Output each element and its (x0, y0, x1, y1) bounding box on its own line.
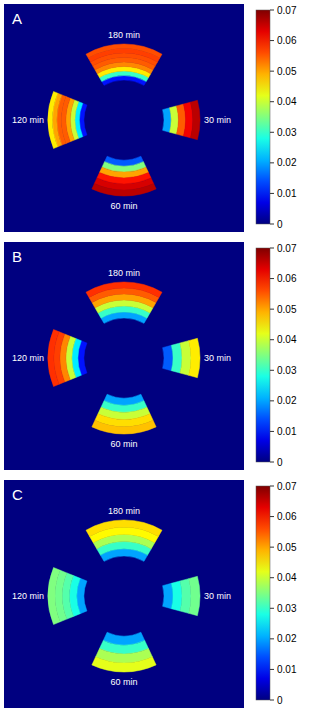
svg-text:0.02: 0.02 (277, 395, 297, 406)
svg-text:0.03: 0.03 (277, 127, 297, 138)
svg-text:30 min: 30 min (204, 353, 231, 363)
svg-text:0.04: 0.04 (277, 572, 297, 583)
svg-text:0: 0 (277, 457, 283, 468)
svg-text:0.01: 0.01 (277, 664, 297, 675)
svg-text:180 min: 180 min (108, 506, 140, 516)
svg-text:0.04: 0.04 (277, 334, 297, 345)
svg-text:0.05: 0.05 (277, 66, 297, 77)
svg-text:0.06: 0.06 (277, 273, 297, 284)
svg-text:0.03: 0.03 (277, 365, 297, 376)
svg-text:0.04: 0.04 (277, 96, 297, 107)
svg-text:0.06: 0.06 (277, 35, 297, 46)
svg-text:120 min: 120 min (12, 591, 44, 601)
svg-text:120 min: 120 min (12, 115, 44, 125)
svg-text:0.01: 0.01 (277, 426, 297, 437)
svg-text:0.01: 0.01 (277, 188, 297, 199)
svg-text:0.07: 0.07 (277, 5, 297, 16)
svg-text:0.05: 0.05 (277, 542, 297, 553)
svg-text:0.06: 0.06 (277, 511, 297, 522)
svg-text:0.07: 0.07 (277, 243, 297, 254)
svg-text:0.03: 0.03 (277, 603, 297, 614)
svg-text:0.02: 0.02 (277, 157, 297, 168)
svg-text:180 min: 180 min (108, 30, 140, 40)
svg-text:60 min: 60 min (110, 201, 137, 211)
svg-text:60 min: 60 min (110, 439, 137, 449)
svg-text:B: B (12, 248, 22, 265)
svg-text:30 min: 30 min (204, 591, 231, 601)
svg-text:A: A (12, 10, 22, 27)
svg-text:30 min: 30 min (204, 115, 231, 125)
svg-text:60 min: 60 min (110, 677, 137, 687)
svg-text:0.02: 0.02 (277, 633, 297, 644)
svg-text:180 min: 180 min (108, 268, 140, 278)
svg-text:0.05: 0.05 (277, 304, 297, 315)
svg-text:0: 0 (277, 695, 283, 706)
svg-text:120 min: 120 min (12, 353, 44, 363)
svg-text:C: C (12, 486, 23, 503)
svg-text:0.07: 0.07 (277, 481, 297, 492)
svg-text:0: 0 (277, 219, 283, 230)
